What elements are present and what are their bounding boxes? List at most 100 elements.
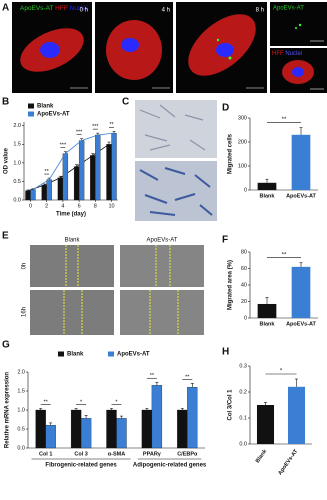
bar bbox=[25, 190, 31, 201]
inset-red: HFF bbox=[272, 51, 284, 57]
bar bbox=[116, 418, 127, 449]
trend-line bbox=[32, 132, 115, 190]
y-axis-label: Relative mRNA expression bbox=[5, 372, 11, 448]
sig-label: ** bbox=[109, 122, 114, 128]
column-label: ApoEVs-AT bbox=[147, 238, 178, 244]
legend-label: Blank bbox=[37, 104, 54, 110]
x-tick-label: ApoEVs-AT bbox=[286, 321, 316, 327]
x-tick-label: Col 3 bbox=[74, 451, 87, 457]
y-tick-label: 300 bbox=[238, 115, 247, 121]
bar bbox=[111, 132, 117, 201]
bar bbox=[257, 303, 277, 318]
bar bbox=[287, 386, 306, 444]
y-tick-label: 0.3 bbox=[239, 363, 247, 369]
legend-swatch bbox=[28, 111, 34, 117]
y-axis-label: OD value bbox=[4, 147, 10, 174]
legend-label: ApoEVs-AT bbox=[37, 112, 70, 118]
legend-green: ApoEVs-AT bbox=[20, 5, 54, 12]
sig-label: * bbox=[80, 399, 83, 405]
bar bbox=[291, 266, 311, 318]
y-tick-label: 40 bbox=[241, 282, 247, 288]
bar bbox=[141, 409, 153, 449]
y-tick-label: 0.1 bbox=[239, 415, 247, 421]
bar bbox=[70, 409, 82, 449]
bar bbox=[291, 134, 311, 190]
timepoint: 0 h bbox=[80, 8, 88, 14]
bar bbox=[257, 182, 277, 190]
y-tick-label: 0.0 bbox=[13, 197, 21, 203]
bar bbox=[80, 418, 92, 449]
sig-label: *** bbox=[60, 143, 67, 149]
sig-label: ** bbox=[45, 169, 50, 175]
sig-label: ** bbox=[185, 374, 190, 380]
y-tick-label: 0.5 bbox=[17, 426, 25, 432]
bar bbox=[78, 140, 85, 201]
panel-letter: B bbox=[2, 97, 9, 108]
sig-label: * bbox=[115, 399, 118, 405]
sig-label: ** bbox=[282, 117, 287, 123]
timepoint: 4 h bbox=[162, 8, 170, 14]
x-tick-label: Blank bbox=[255, 448, 269, 464]
y-tick-label: 1.0 bbox=[17, 407, 25, 413]
legend-swatch bbox=[58, 351, 64, 357]
y-tick-label: 1.5 bbox=[13, 142, 21, 148]
y-tick-label: 80 bbox=[241, 249, 247, 255]
legend-a: ApoEVs-AT HFF Nuclei bbox=[20, 5, 88, 12]
legend-swatch bbox=[28, 103, 34, 109]
x-tick-label: 2 bbox=[45, 203, 48, 209]
y-tick-label: 60 bbox=[241, 266, 247, 272]
y-tick-label: 20 bbox=[241, 299, 247, 305]
x-tick-label: ApoEVs-AT bbox=[286, 193, 316, 199]
panel-a-images bbox=[12, 2, 327, 93]
row-label: 0h bbox=[22, 263, 28, 270]
bar bbox=[106, 409, 117, 449]
x-tick-label: α-SMA bbox=[108, 451, 125, 457]
legend-blue: Nuclei bbox=[70, 5, 88, 12]
bar bbox=[46, 179, 52, 201]
bar bbox=[73, 166, 80, 201]
panel-c-images bbox=[135, 100, 217, 221]
y-tick-label: 0 bbox=[244, 187, 247, 193]
bar bbox=[45, 425, 56, 449]
x-tick-label: Blank bbox=[260, 193, 276, 199]
panel-letter: G bbox=[2, 340, 10, 351]
x-tick-label: C/EBPα bbox=[177, 451, 198, 457]
y-tick-label: 100 bbox=[238, 163, 247, 169]
panel-letter: D bbox=[222, 103, 229, 114]
bar bbox=[177, 409, 188, 449]
x-tick-label: ApoEVs-AT bbox=[277, 448, 299, 476]
sig-label: *** bbox=[92, 124, 99, 130]
inset-blue: Nuclei bbox=[285, 51, 302, 57]
y-tick-label: 2.0 bbox=[17, 369, 25, 375]
timepoint: 8 h bbox=[256, 8, 264, 14]
bar bbox=[151, 385, 163, 449]
x-tick-label: 4 bbox=[61, 203, 64, 209]
y-axis-label: Migrated area (%) bbox=[228, 260, 234, 310]
legend-red: HFF bbox=[55, 5, 68, 12]
x-tick-label: 6 bbox=[78, 203, 81, 209]
bar bbox=[256, 405, 275, 444]
bar bbox=[57, 177, 64, 201]
y-tick-label: 0 bbox=[244, 315, 247, 321]
y-tick-label: 0.0 bbox=[17, 445, 25, 451]
legend-swatch bbox=[108, 351, 114, 357]
panel-letter: C bbox=[122, 97, 129, 108]
x-tick-label: Col 1 bbox=[39, 451, 52, 457]
bar bbox=[187, 387, 198, 449]
bar bbox=[30, 189, 36, 201]
y-tick-label: 0.5 bbox=[13, 179, 21, 185]
x-tick-label: Blank bbox=[260, 321, 276, 327]
legend-label: ApoEVs-AT bbox=[117, 352, 150, 358]
sig-label: ** bbox=[44, 399, 49, 405]
x-tick-label: 0 bbox=[29, 203, 32, 209]
bar bbox=[90, 155, 96, 201]
y-tick-label: 1.5 bbox=[17, 388, 25, 394]
y-tick-label: 2.0 bbox=[13, 123, 21, 129]
y-axis-label: Migrated cells bbox=[228, 133, 234, 174]
y-tick-label: 0.0 bbox=[239, 441, 247, 447]
sig-label: ** bbox=[282, 252, 287, 258]
y-tick-label: 1.0 bbox=[13, 160, 21, 166]
bar bbox=[35, 409, 46, 449]
bar bbox=[106, 144, 112, 201]
